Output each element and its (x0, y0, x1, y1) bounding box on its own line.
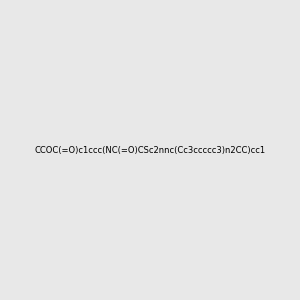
Text: CCOC(=O)c1ccc(NC(=O)CSc2nnc(Cc3ccccc3)n2CC)cc1: CCOC(=O)c1ccc(NC(=O)CSc2nnc(Cc3ccccc3)n2… (34, 146, 266, 154)
